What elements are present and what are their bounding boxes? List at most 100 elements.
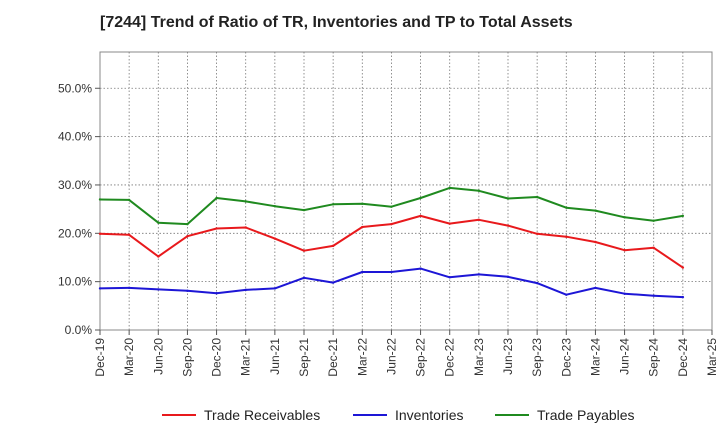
x-tick-label: Mar-22: [355, 338, 369, 376]
data-point: [419, 214, 422, 218]
y-tick-label: 40.0%: [58, 130, 92, 144]
data-point: [477, 218, 481, 221]
data-point: [623, 292, 626, 295]
data-point: [186, 235, 189, 238]
axes: 0.0% 10.0% 20.0% 30.0% 40.0% 50.0% Dec-19 Mar-2…: [58, 81, 719, 376]
y-tick-label: 20.0%: [58, 226, 92, 240]
y-tick-label: 50.0%: [58, 81, 92, 95]
series-lines: [98, 186, 685, 299]
x-tick-label: Dec-24: [676, 338, 690, 377]
data-point: [506, 197, 510, 200]
data-point: [623, 216, 626, 219]
data-point: [127, 233, 131, 236]
grid: [99, 51, 713, 331]
data-point: [681, 295, 685, 299]
data-point: [215, 196, 218, 200]
legend-swatch: [162, 414, 196, 416]
x-tick-label: Dec-20: [210, 338, 224, 377]
data-point: [681, 214, 685, 218]
data-point: [565, 293, 568, 296]
data-point: [273, 287, 277, 290]
data-point: [157, 255, 160, 258]
x-tick-label: Sep-21: [297, 338, 311, 377]
x-tick-label: Jun-24: [618, 338, 632, 375]
x-tick-label: Mar-24: [588, 338, 602, 376]
data-point: [565, 206, 568, 209]
data-point: [535, 281, 539, 285]
legend-swatch: [353, 414, 387, 416]
x-tick-label: Dec-23: [559, 338, 573, 377]
legend-label: Inventories: [395, 407, 464, 423]
data-point: [419, 196, 422, 200]
data-point: [302, 276, 306, 279]
data-point: [186, 222, 189, 226]
data-point: [652, 219, 655, 222]
data-point: [448, 276, 451, 279]
data-point: [419, 267, 422, 270]
x-tick-label: Jun-23: [501, 338, 515, 375]
data-point: [390, 270, 393, 274]
data-point: [361, 202, 364, 206]
data-point: [331, 203, 335, 206]
chart-title: [7244] Trend of Ratio of TR, Inventories…: [100, 14, 573, 31]
data-point: [594, 286, 597, 290]
data-point: [390, 222, 393, 226]
data-point: [127, 198, 131, 202]
x-tick-label: Sep-23: [530, 338, 544, 377]
data-point: [244, 200, 247, 203]
data-point: [186, 289, 189, 293]
data-point: [477, 273, 481, 276]
data-point: [244, 226, 247, 229]
legend-swatch: [495, 414, 529, 416]
plot-frame: [99, 51, 713, 331]
legend-label: Trade Payables: [537, 407, 635, 423]
y-tick-label: 30.0%: [58, 178, 92, 192]
legend-item: Trade Payables: [495, 404, 635, 426]
x-tick-label: Jun-22: [384, 338, 398, 375]
data-point: [215, 292, 218, 295]
x-tick-label: Sep-20: [180, 338, 194, 377]
x-tick-label: Sep-22: [414, 338, 428, 377]
x-tick-label: Mar-20: [122, 338, 136, 376]
data-point: [681, 266, 685, 269]
x-tick-label: Jun-21: [268, 338, 282, 375]
data-point: [244, 288, 247, 292]
data-point: [127, 286, 131, 290]
data-point: [535, 232, 539, 235]
data-point: [215, 227, 218, 230]
data-point: [623, 249, 626, 252]
data-point: [331, 281, 335, 284]
legend: Trade Receivables Inventories Trade Payabl…: [0, 404, 720, 426]
y-tick-label: 0.0%: [65, 323, 93, 337]
x-tick-label: Dec-19: [93, 338, 107, 377]
data-point: [157, 288, 160, 291]
data-point: [98, 232, 102, 235]
data-point: [506, 224, 510, 227]
data-point: [652, 294, 655, 297]
data-point: [594, 209, 597, 212]
data-point: [331, 244, 335, 248]
data-point: [594, 240, 597, 244]
x-tick-label: Jun-20: [151, 338, 165, 375]
data-point: [157, 221, 160, 224]
data-point: [302, 249, 306, 252]
data-point: [302, 208, 306, 212]
data-point: [273, 237, 277, 240]
data-point: [361, 270, 364, 274]
legend-label: Trade Receivables: [204, 407, 321, 423]
x-tick-label: Mar-21: [239, 338, 253, 376]
legend-item: Inventories: [353, 404, 463, 426]
data-point: [98, 198, 102, 201]
data-point: [448, 186, 451, 190]
x-tick-label: Sep-24: [647, 338, 661, 377]
data-point: [506, 275, 510, 279]
data-point: [273, 205, 277, 208]
data-point: [390, 205, 393, 208]
data-point: [448, 222, 451, 225]
data-point: [535, 195, 539, 199]
x-tick-label: Mar-25: [705, 338, 719, 376]
data-point: [98, 287, 102, 290]
data-point: [477, 189, 481, 192]
legend-item: Trade Receivables: [162, 404, 320, 426]
